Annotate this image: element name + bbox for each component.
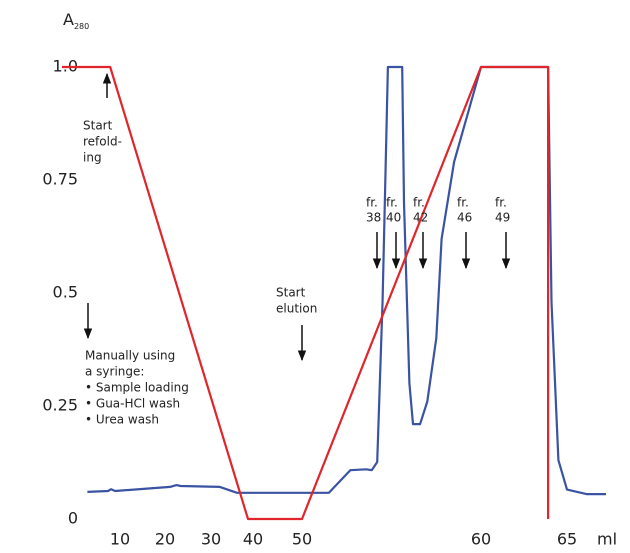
annotation: fr. — [386, 196, 398, 210]
annotation: • Urea wash — [85, 413, 159, 427]
data-line — [87, 65, 606, 496]
y-label-main: A — [63, 10, 74, 29]
annotation: fr. — [366, 196, 378, 210]
x-tick-label: 30 — [201, 530, 221, 549]
annotation: Start — [276, 286, 306, 300]
x-axis-label: ml — [597, 530, 617, 549]
annotation: 40 — [386, 211, 401, 225]
data-line — [62, 65, 550, 521]
x-tick-label: 10 — [110, 530, 130, 549]
annotation: Manually using — [85, 349, 175, 363]
annotation: 49 — [495, 211, 510, 225]
x-tick-label: 65 — [557, 530, 577, 549]
y-tick-label: 0.75 — [42, 170, 78, 189]
annotation: ing — [83, 151, 102, 165]
y-tick-label: 0.25 — [42, 396, 78, 415]
annotation: 42 — [413, 211, 428, 225]
x-tick-label: 50 — [292, 530, 312, 549]
annotation: fr. — [457, 196, 469, 210]
y-label-sub: 280 — [74, 22, 89, 31]
y-axis-label: A280 — [63, 10, 89, 31]
x-tick-label: 40 — [243, 530, 263, 549]
x-tick-label: 20 — [155, 530, 175, 549]
annotation: Start — [83, 119, 113, 133]
annotation: elution — [276, 302, 317, 316]
y-tick-label: 0 — [68, 509, 78, 528]
annotation: fr. — [413, 196, 425, 210]
annotation: refold- — [83, 135, 122, 149]
annotation: a syringe: — [85, 365, 144, 379]
annotation: • Gua-HCl wash — [85, 397, 180, 411]
annotation: 46 — [457, 211, 472, 225]
x-tick-label: 60 — [471, 530, 491, 549]
y-tick-label: 0.5 — [53, 283, 78, 302]
annotation: fr. — [495, 196, 507, 210]
annotation: 38 — [366, 211, 381, 225]
annotation: • Sample loading — [85, 381, 189, 395]
